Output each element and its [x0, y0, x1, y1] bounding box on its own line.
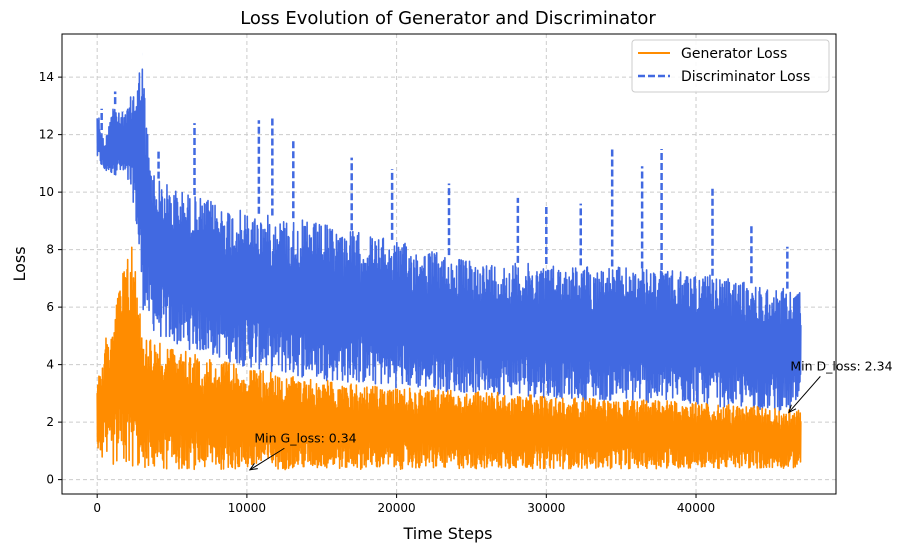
series-line-generator [96, 246, 802, 471]
y-tick-label-1: 2 [46, 415, 54, 429]
legend-label-discriminator: Discriminator Loss [681, 69, 810, 85]
annotation-label-1: Min D_loss: 2.34 [790, 358, 892, 373]
x-tick-label-2: 20000 [378, 501, 416, 515]
plot-frame [61, 33, 837, 495]
y-tick-label-3: 6 [46, 300, 54, 314]
x-tick-label-1: 10000 [228, 501, 266, 515]
x-tick-label-4: 40000 [677, 501, 715, 515]
annotation-arrowhead-1 [787, 404, 797, 414]
legend-box [631, 39, 830, 93]
legend-label-generator: Generator Loss [681, 46, 787, 62]
y-axis-title: Loss [10, 246, 29, 281]
axis-ticks: 0 10000 20000 30000 40000 0 2 4 6 8 10 12 14 [39, 70, 715, 515]
annotation-arrowhead-0 [248, 463, 258, 471]
x-axis-title: Time Steps [402, 524, 492, 543]
y-tick-label-6: 12 [39, 128, 54, 142]
x-tick-label-3: 30000 [527, 501, 565, 515]
annotations: Min G_loss: 0.34 Min D_loss: 2.34 [248, 358, 893, 471]
y-tick-label-4: 8 [46, 243, 54, 257]
annotation-arrow-1 [788, 376, 821, 413]
y-tick-label-5: 10 [39, 185, 54, 199]
series-layer [96, 68, 802, 471]
y-tick-label-7: 14 [39, 70, 54, 84]
series-line-discriminator [96, 68, 802, 412]
y-tick-label-2: 4 [46, 358, 54, 372]
y-tick-label-0: 0 [46, 473, 54, 487]
annotation-label-0: Min G_loss: 0.34 [254, 430, 356, 445]
chart-title: Loss Evolution of Generator and Discrimi… [240, 8, 656, 29]
legend: Generator Loss Discriminator Loss [631, 39, 830, 93]
annotation-arrow-0 [249, 447, 285, 471]
x-tick-label-0: 0 [93, 501, 101, 515]
